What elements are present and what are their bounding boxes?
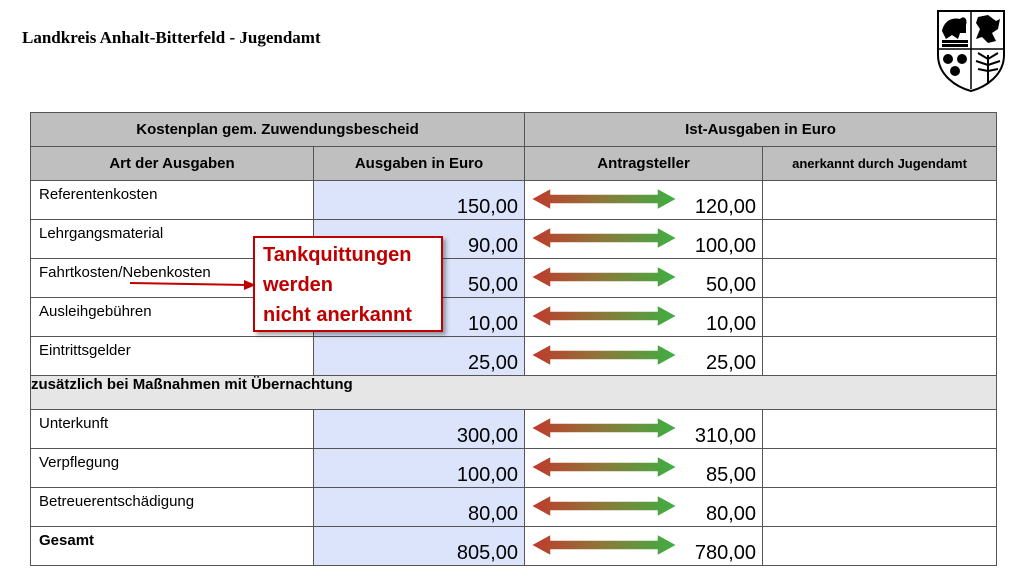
- actual-amount-cell: 50,00: [524, 258, 764, 298]
- actual-total: 780,00: [694, 542, 757, 564]
- actual-total-cell: 780,00: [524, 526, 764, 566]
- double-arrow-icon: [530, 187, 678, 211]
- coat-of-arms-icon: [937, 10, 1005, 93]
- callout-line: werden: [263, 274, 334, 296]
- double-arrow-icon: [530, 455, 678, 479]
- approved-total: [762, 526, 998, 566]
- column-header-type: Art der Ausgaben: [30, 146, 314, 181]
- approved-amount: [762, 258, 998, 298]
- actual-amount-cell: 310,00: [524, 409, 764, 449]
- cost-plan-table: Kostenplan gem. Zuwendungsbescheid Ist-A…: [29, 112, 998, 566]
- column-header-applicant: Antragsteller: [524, 146, 764, 181]
- section-row: zusätzlich bei Maßnahmen mit Übernachtun…: [29, 375, 998, 410]
- planned-amount: 300,00: [312, 409, 526, 449]
- actual-amount-cell: 80,00: [524, 487, 764, 527]
- group-header-actual-expenses: Ist-Ausgaben in Euro: [524, 112, 998, 147]
- actual-amount: 25,00: [705, 352, 757, 374]
- approved-amount: [762, 409, 998, 449]
- callout-pointer-arrow-icon: [130, 280, 256, 290]
- actual-amount-cell: 25,00: [524, 336, 764, 376]
- table-row: Ausleihgebühren 10,00 10,00: [30, 297, 998, 337]
- double-arrow-icon: [530, 343, 678, 367]
- table-row: Unterkunft 300,00 310,00: [30, 409, 998, 449]
- actual-amount-cell: 120,00: [524, 180, 764, 220]
- approved-amount: [762, 448, 998, 488]
- actual-amount: 10,00: [705, 313, 757, 335]
- approved-amount: [762, 297, 998, 337]
- planned-amount: 25,00: [312, 336, 526, 376]
- planned-total: 805,00: [312, 526, 526, 566]
- actual-amount: 310,00: [694, 425, 757, 447]
- table-row: Referentenkosten 150,00 120,00: [30, 180, 998, 220]
- approved-amount: [762, 219, 998, 259]
- planned-amount: 80,00: [312, 487, 526, 527]
- actual-amount: 120,00: [694, 196, 757, 218]
- callout-line: nicht anerkannt: [263, 304, 412, 326]
- double-arrow-icon: [530, 494, 678, 518]
- double-arrow-icon: [530, 533, 678, 557]
- table-row: Verpflegung 100,00 85,00: [30, 448, 998, 488]
- row-label: Eintrittsgelder: [30, 336, 314, 376]
- actual-amount: 85,00: [705, 464, 757, 486]
- row-label: Verpflegung: [30, 448, 314, 488]
- column-header-approved: anerkannt durch Jugendamt: [762, 146, 998, 181]
- table-row: Lehrgangsmaterial 90,00 100,00: [30, 219, 998, 259]
- total-label: Gesamt: [30, 526, 314, 566]
- row-label: Referentenkosten: [30, 180, 314, 220]
- total-row: Gesamt 805,00 780,00: [30, 526, 998, 566]
- actual-amount: 100,00: [694, 235, 757, 257]
- table-row: Eintrittsgelder 25,00 25,00: [30, 336, 998, 376]
- column-header-planned: Ausgaben in Euro: [312, 146, 526, 181]
- actual-amount: 80,00: [705, 503, 757, 525]
- approved-amount: [762, 336, 998, 376]
- actual-amount-cell: 85,00: [524, 448, 764, 488]
- callout-note: Tankquittungen werden nicht anerkannt: [253, 236, 443, 332]
- table-row: Betreuerentschädigung 80,00 80,00: [30, 487, 998, 527]
- approved-amount: [762, 487, 998, 527]
- row-label: Betreuerentschädigung: [30, 487, 314, 527]
- actual-amount-cell: 10,00: [524, 297, 764, 337]
- planned-amount: 150,00: [312, 180, 526, 220]
- approved-amount: [762, 180, 998, 220]
- actual-amount-cell: 100,00: [524, 219, 764, 259]
- section-label: zusätzlich bei Maßnahmen mit Übernachtun…: [29, 375, 998, 410]
- double-arrow-icon: [530, 304, 678, 328]
- group-header-cost-plan: Kostenplan gem. Zuwendungsbescheid: [29, 112, 526, 147]
- page-title: Landkreis Anhalt-Bitterfeld - Jugendamt: [22, 28, 321, 47]
- callout-line: Tankquittungen: [263, 244, 412, 266]
- double-arrow-icon: [530, 226, 678, 250]
- planned-amount: 100,00: [312, 448, 526, 488]
- row-label: Unterkunft: [30, 409, 314, 449]
- double-arrow-icon: [530, 265, 678, 289]
- actual-amount: 50,00: [705, 274, 757, 296]
- double-arrow-icon: [530, 416, 678, 440]
